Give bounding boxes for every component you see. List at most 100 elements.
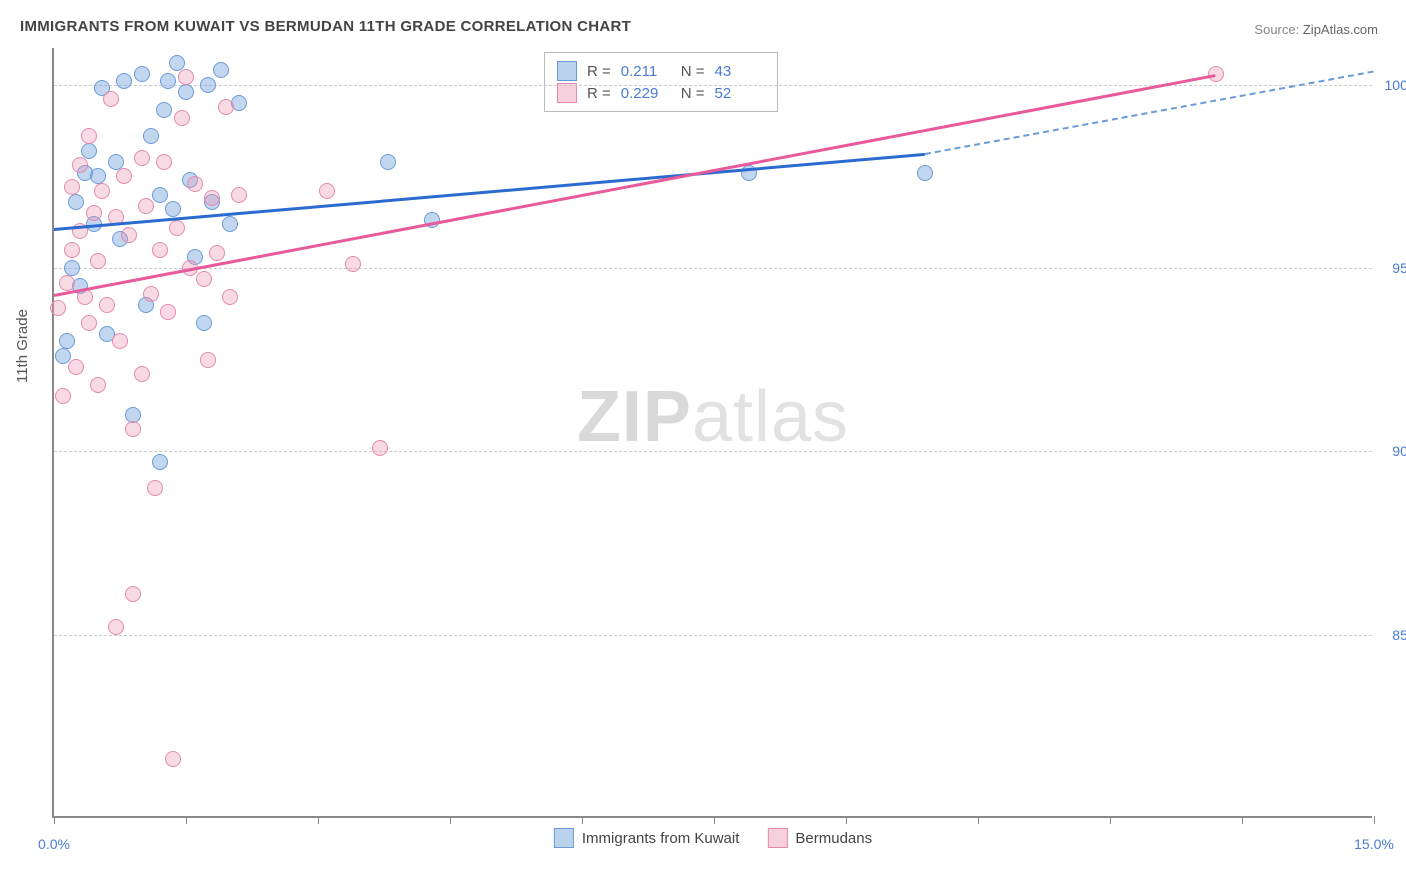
x-tick-label: 0.0% xyxy=(38,836,70,852)
data-point xyxy=(81,143,97,159)
trend-line xyxy=(54,152,925,230)
data-point xyxy=(156,102,172,118)
data-point xyxy=(372,440,388,456)
data-point xyxy=(108,619,124,635)
x-tick-label: 15.0% xyxy=(1354,836,1394,852)
data-point xyxy=(86,205,102,221)
data-point xyxy=(165,201,181,217)
data-point xyxy=(178,84,194,100)
data-point xyxy=(187,176,203,192)
legend-row: R =0.229N =52 xyxy=(557,83,765,103)
data-point xyxy=(68,359,84,375)
data-point xyxy=(147,480,163,496)
y-tick-label: 85.0% xyxy=(1377,627,1406,643)
n-label: N = xyxy=(681,85,705,102)
data-point xyxy=(134,366,150,382)
r-value: 0.211 xyxy=(621,63,671,80)
data-point xyxy=(81,128,97,144)
data-point xyxy=(72,157,88,173)
x-tick xyxy=(1374,816,1375,824)
data-point xyxy=(152,454,168,470)
data-point xyxy=(160,73,176,89)
data-point xyxy=(165,751,181,767)
x-tick xyxy=(714,816,715,824)
legend-swatch xyxy=(767,828,787,848)
gridline xyxy=(54,451,1372,452)
source-label: Source: xyxy=(1254,22,1299,37)
data-point xyxy=(319,183,335,199)
x-tick xyxy=(1242,816,1243,824)
x-tick xyxy=(186,816,187,824)
series-legend: Immigrants from Kuwait Bermudans xyxy=(554,828,872,848)
y-tick-label: 90.0% xyxy=(1377,443,1406,459)
data-point xyxy=(90,168,106,184)
legend-item: Immigrants from Kuwait xyxy=(554,828,740,848)
data-point xyxy=(917,165,933,181)
x-tick xyxy=(450,816,451,824)
data-point xyxy=(108,154,124,170)
data-point xyxy=(143,286,159,302)
y-axis-title: 11th Grade xyxy=(14,309,31,383)
data-point xyxy=(160,304,176,320)
data-point xyxy=(90,253,106,269)
r-label: R = xyxy=(587,85,611,102)
data-point xyxy=(99,297,115,313)
data-point xyxy=(213,62,229,78)
watermark-light: atlas xyxy=(692,377,849,457)
data-point xyxy=(94,183,110,199)
data-point xyxy=(169,220,185,236)
scatter-plot-area: ZIPatlas R =0.211N =43R =0.229N =52 Immi… xyxy=(52,48,1372,818)
legend-swatch xyxy=(557,83,577,103)
data-point xyxy=(103,91,119,107)
data-point xyxy=(200,352,216,368)
correlation-legend: R =0.211N =43R =0.229N =52 xyxy=(544,52,778,112)
source-attribution: Source: ZipAtlas.com xyxy=(1254,22,1378,37)
gridline xyxy=(54,268,1372,269)
x-tick xyxy=(582,816,583,824)
data-point xyxy=(222,216,238,232)
r-value: 0.229 xyxy=(621,85,671,102)
trend-line xyxy=(925,70,1374,154)
data-point xyxy=(64,260,80,276)
data-point xyxy=(55,388,71,404)
data-point xyxy=(174,110,190,126)
data-point xyxy=(196,271,212,287)
data-point xyxy=(112,333,128,349)
legend-swatch xyxy=(557,61,577,81)
data-point xyxy=(380,154,396,170)
data-point xyxy=(138,198,154,214)
legend-item: Bermudans xyxy=(767,828,872,848)
n-value: 43 xyxy=(715,63,765,80)
data-point xyxy=(156,154,172,170)
data-point xyxy=(50,300,66,316)
legend-row: R =0.211N =43 xyxy=(557,61,765,81)
data-point xyxy=(222,289,238,305)
x-tick xyxy=(1110,816,1111,824)
legend-label: Bermudans xyxy=(795,830,872,847)
data-point xyxy=(81,315,97,331)
data-point xyxy=(116,168,132,184)
data-point xyxy=(134,66,150,82)
data-point xyxy=(116,73,132,89)
gridline xyxy=(54,635,1372,636)
data-point xyxy=(125,407,141,423)
y-tick-label: 100.0% xyxy=(1377,77,1406,93)
data-point xyxy=(64,179,80,195)
data-point xyxy=(1208,66,1224,82)
data-point xyxy=(125,421,141,437)
data-point xyxy=(143,128,159,144)
data-point xyxy=(152,242,168,258)
y-tick-label: 95.0% xyxy=(1377,260,1406,276)
data-point xyxy=(178,69,194,85)
data-point xyxy=(90,377,106,393)
x-tick xyxy=(318,816,319,824)
data-point xyxy=(169,55,185,71)
data-point xyxy=(345,256,361,272)
source-value: ZipAtlas.com xyxy=(1303,22,1378,37)
chart-title: IMMIGRANTS FROM KUWAIT VS BERMUDAN 11TH … xyxy=(20,18,631,35)
data-point xyxy=(59,275,75,291)
data-point xyxy=(121,227,137,243)
legend-label: Immigrants from Kuwait xyxy=(582,830,740,847)
watermark-bold: ZIP xyxy=(577,377,692,457)
data-point xyxy=(59,333,75,349)
